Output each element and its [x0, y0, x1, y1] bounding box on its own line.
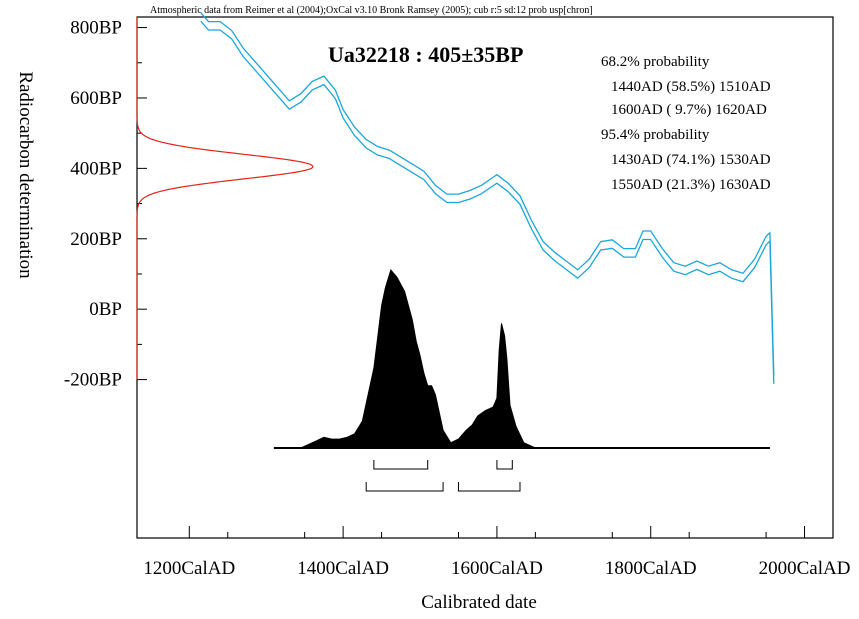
range-bracket-68 — [496, 460, 513, 470]
y-tick-label: -200BP — [64, 370, 122, 391]
probability-range-68-2: 1600AD ( 9.7%) 1620AD — [611, 102, 767, 118]
range-bracket-95 — [365, 482, 444, 492]
probability-range-68-1: 1440AD (58.5%) 1510AD — [611, 79, 771, 95]
sample-label: Ua32218 : 405±35BP — [328, 42, 523, 67]
x-tick-label: 2000CalAD — [759, 558, 851, 579]
y-tick-label: 200BP — [70, 229, 122, 250]
y-tick-label: 0BP — [89, 299, 122, 320]
calibration-curve-lower — [200, 20, 775, 384]
range-bracket-68 — [373, 460, 429, 470]
radiocarbon-distribution — [136, 17, 314, 380]
probability-text-block: 68.2% probability 1440AD (58.5%) 1510AD … — [601, 54, 771, 193]
calibration-curve-upper — [200, 12, 775, 376]
probability-range-95-2: 1550AD (21.3%) 1630AD — [611, 177, 771, 193]
posterior-distribution — [273, 268, 770, 449]
x-tick-label: 1200CalAD — [143, 558, 235, 579]
y-tick-label: 400BP — [70, 158, 122, 179]
probability-heading-68: 68.2% probability — [601, 54, 710, 70]
header-text: Atmospheric data from Reimer et al (2004… — [150, 5, 593, 16]
y-tick-label: 600BP — [70, 88, 122, 109]
y-tick-label: 800BP — [70, 18, 122, 39]
plot-frame — [136, 16, 834, 539]
probability-range-95-1: 1430AD (74.1%) 1530AD — [611, 152, 771, 168]
radiocarbon-gaussian-line — [136, 17, 314, 380]
probability-ranges — [365, 460, 521, 492]
calibration-curve — [200, 12, 775, 384]
posterior-area — [273, 268, 770, 449]
axis-ticks: 1200CalAD 1400CalAD 1600CalAD 1800CalAD 2000… — [64, 18, 851, 579]
range-bracket-95 — [457, 482, 521, 492]
y-axis-label: Radiocarbon determination — [15, 71, 36, 279]
x-axis-label: Calibrated date — [421, 592, 537, 613]
probability-heading-95: 95.4% probability — [601, 127, 710, 143]
x-tick-label: 1400CalAD — [297, 558, 389, 579]
x-tick-label: 1600CalAD — [451, 558, 543, 579]
x-tick-label: 1800CalAD — [605, 558, 697, 579]
